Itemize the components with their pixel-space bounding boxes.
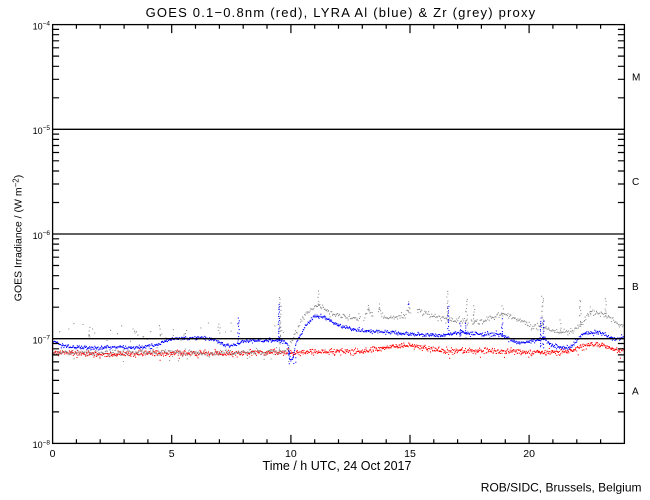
svg-text:20: 20 (523, 448, 535, 460)
svg-text:10: 10 (285, 448, 297, 460)
svg-text:10−5: 10−5 (33, 125, 51, 136)
svg-text:10−4: 10−4 (33, 21, 51, 32)
svg-text:10−7: 10−7 (33, 335, 51, 346)
svg-text:10−8: 10−8 (33, 439, 51, 450)
svg-text:0: 0 (50, 448, 56, 460)
svg-text:GOES Irradiance / (W m−2): GOES Irradiance / (W m−2) (11, 175, 24, 301)
svg-text:M: M (632, 72, 640, 83)
svg-text:B: B (632, 282, 639, 293)
svg-text:15: 15 (404, 448, 416, 460)
svg-text:Time / h UTC, 24 Oct 2017: Time / h UTC, 24 Oct 2017 (263, 459, 412, 473)
svg-text:A: A (632, 387, 639, 398)
svg-text:10−6: 10−6 (33, 230, 51, 241)
svg-text:5: 5 (169, 448, 175, 460)
svg-text:GOES 0.1−0.8nm (red), LYRA Al: GOES 0.1−0.8nm (red), LYRA Al (blue) & Z… (146, 5, 537, 20)
svg-text:ROB/SIDC, Brussels, Belgium: ROB/SIDC, Brussels, Belgium (481, 481, 642, 495)
svg-text:C: C (632, 177, 639, 188)
